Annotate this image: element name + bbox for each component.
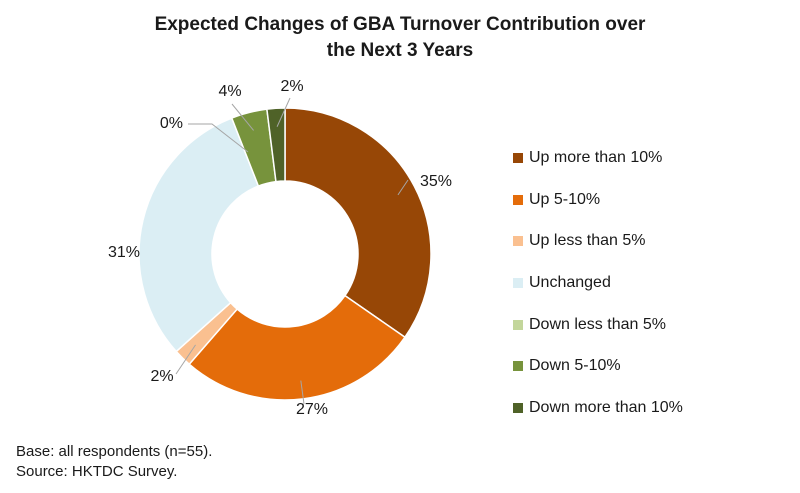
legend-label: Down more than 10%: [529, 399, 683, 417]
legend-label: Up less than 5%: [529, 232, 646, 250]
legend-swatch: [513, 194, 523, 205]
chart-title: Expected Changes of GBA Turnover Contrib…: [0, 12, 800, 64]
legend-label: Unchanged: [529, 274, 611, 292]
slice-up-more-than-10: [284, 107, 432, 339]
source-note: Source: HKTDC Survey.: [16, 463, 178, 480]
chart-title-line-1: Expected Changes of GBA Turnover Contrib…: [154, 14, 646, 35]
legend-label: Down 5-10%: [529, 357, 621, 375]
leader-line-up-5-10: [300, 380, 305, 405]
leader-line-down-5-10: [231, 103, 254, 131]
legend-item-down-5-10: Down 5-10%: [513, 354, 683, 378]
data-label-up-more-than-10: 35%: [420, 173, 452, 190]
data-label-up-5-10: 27%: [296, 401, 328, 418]
legend-swatch: [513, 361, 523, 372]
legend-swatch: [513, 319, 523, 330]
leader-line-down-more-than-10: [276, 97, 291, 127]
slice-unchanged: [138, 117, 260, 353]
legend-label: Up more than 10%: [529, 149, 663, 166]
legend-swatch: [513, 278, 523, 289]
donut-slices: [138, 107, 432, 401]
legend-swatch: [513, 153, 523, 163]
legend-label: Down less than 5%: [529, 315, 666, 333]
legend-swatch: [513, 236, 523, 247]
legend-label: Up 5-10%: [529, 190, 601, 208]
data-label-down-5-10: 4%: [218, 83, 241, 100]
legend-item-unchanged: Unchanged: [513, 271, 683, 295]
legend-swatch: [513, 403, 523, 414]
legend-item-down-less-than-5: Down less than 5%: [513, 313, 683, 337]
slice-down-more-than-10: [266, 107, 286, 183]
data-label-down-less-than-5: 0%: [160, 115, 183, 132]
legend-item-down-more-than-10: Down more than 10%: [513, 396, 683, 420]
data-labels: 35% 27% 2% 31% 0% 4% 2%: [108, 78, 452, 418]
data-label-up-less-than-5: 2%: [150, 368, 173, 385]
slice-up-5-10: [188, 294, 407, 401]
data-label-down-more-than-10: 2%: [280, 78, 303, 95]
legend-item-up-5-10: Up 5-10%: [513, 188, 683, 212]
label-leader-lines: [175, 97, 409, 405]
base-note: Base: all respondents (n=55).: [16, 443, 213, 460]
chart-title-line-2: the Next 3 Years: [326, 40, 474, 61]
leader-line-down-less-than-5: [188, 123, 249, 153]
leader-line-up-less-than-5: [175, 344, 196, 375]
legend: Up more than 10% Up 5-10% Up less than 5…: [513, 146, 683, 438]
leader-line-up-more-than-10: [397, 179, 409, 196]
footnotes: Base: all respondents (n=55). Source: HK…: [16, 442, 212, 482]
data-label-unchanged: 31%: [108, 244, 140, 261]
legend-item-up-more-than-10: Up more than 10%: [513, 146, 683, 170]
legend-item-up-less-than-5: Up less than 5%: [513, 229, 683, 253]
